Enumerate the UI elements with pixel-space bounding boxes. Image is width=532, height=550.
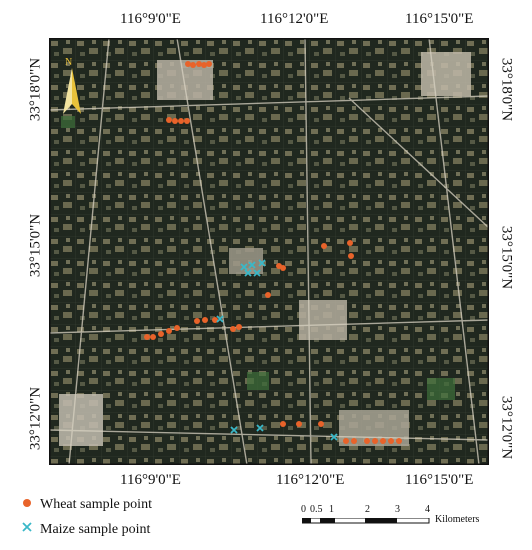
lat-label-right-2: 33°15'0"N [498, 225, 515, 290]
wheat-sample-points [144, 61, 402, 444]
scale-tick-2: 1 [329, 504, 334, 515]
legend-maize-label: Maize sample point [40, 521, 151, 537]
road-network [49, 38, 489, 465]
lon-label-top-2: 116°12'0"E [260, 11, 329, 27]
scale-bar-graphic [302, 518, 430, 524]
map-background [49, 38, 489, 465]
lon-label-bottom-2: 116°12'0"E [276, 472, 345, 488]
legend-maize: Maize sample point [16, 521, 150, 538]
north-arrow-icon: N [63, 57, 81, 114]
scale-tick-5: 4 [425, 504, 430, 515]
svg-text:N: N [65, 57, 72, 68]
satellite-map: N [49, 38, 489, 465]
lat-label-left-3: 33°12'0"N [27, 386, 44, 451]
scale-unit: Kilometers [435, 514, 480, 525]
lat-label-right-1: 33°18'0"N [498, 57, 515, 122]
legend-wheat-label: Wheat sample point [40, 497, 152, 512]
wheat-marker-icon [16, 497, 38, 513]
maize-marker-icon [16, 521, 38, 538]
lat-label-left-2: 33°15'0"N [27, 213, 44, 278]
lat-label-left-1: 33°18'0"N [27, 57, 44, 122]
scale-tick-4: 3 [395, 504, 400, 515]
lon-label-top-1: 116°9'0"E [120, 11, 181, 27]
scale-tick-1: 0.5 [310, 504, 323, 515]
vegetation-patches [61, 116, 455, 400]
scale-bar: 0 0.5 1 2 3 4 Kilometers [298, 505, 528, 535]
scale-tick-3: 2 [365, 504, 370, 515]
maize-sample-points [216, 259, 338, 441]
legend-wheat: Wheat sample point [16, 497, 152, 513]
lon-label-bottom-1: 116°9'0"E [120, 472, 181, 488]
scale-tick-0: 0 [301, 504, 306, 515]
lon-label-top-3: 116°15'0"E [405, 11, 474, 27]
lon-label-bottom-3: 116°15'0"E [405, 472, 474, 488]
lat-label-right-3: 33°12'0"N [498, 395, 515, 460]
